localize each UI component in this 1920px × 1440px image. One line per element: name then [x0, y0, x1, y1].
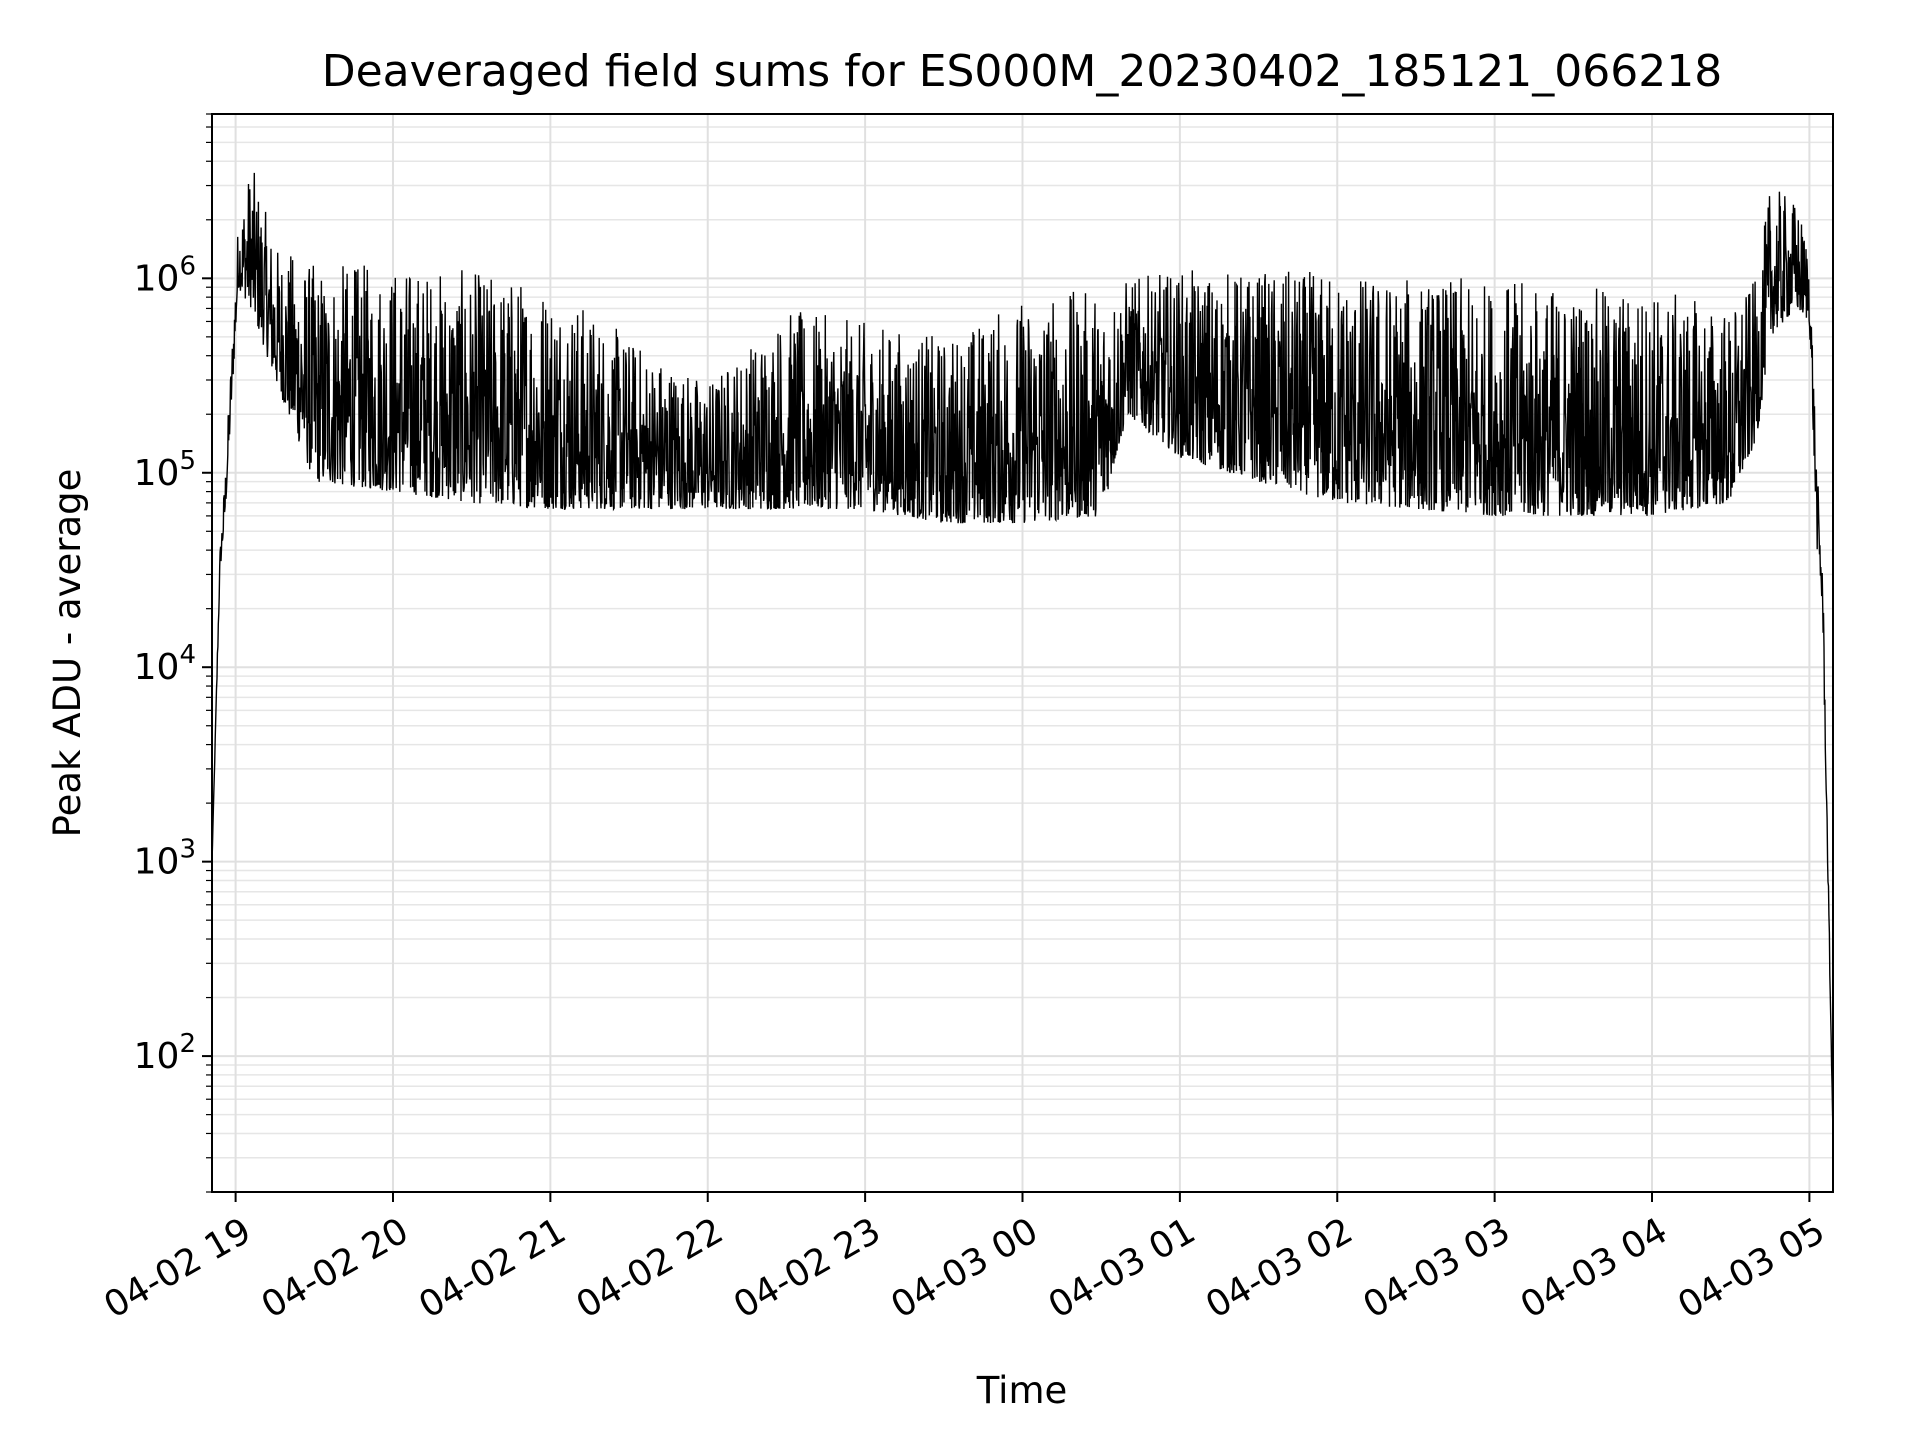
y-axis-ticks: 102 103 104 105 106 — [134, 113, 212, 1193]
series-line — [211, 172, 1834, 1134]
y-axis-label: Peak ADU - average — [46, 469, 89, 838]
chart-title: Deaveraged field sums for ES000M_2023040… — [322, 46, 1723, 97]
y-tick-label: 106 — [134, 251, 196, 299]
y-tick-label: 105 — [134, 446, 196, 494]
series-layer — [211, 172, 1834, 1134]
x-axis-label: Time — [976, 1369, 1068, 1412]
y-tick-label: 102 — [134, 1029, 196, 1077]
y-tick-label: 103 — [134, 835, 196, 883]
y-tick-label: 104 — [134, 640, 196, 688]
